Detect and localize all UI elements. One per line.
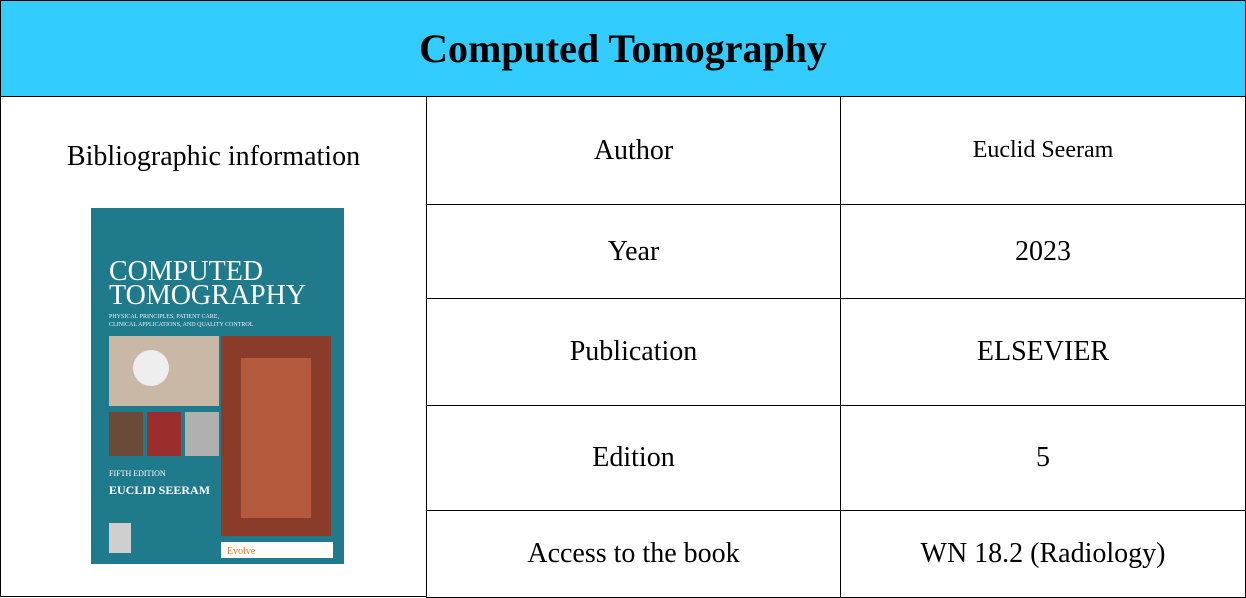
title-banner: Computed Tomography: [0, 0, 1246, 97]
row-label: Publication: [426, 298, 841, 406]
book-cover: COMPUTED TOMOGRAPHY PHYSICAL PRINCIPLES,…: [91, 208, 344, 564]
row-label: Edition: [426, 405, 841, 511]
row-label: Author: [426, 96, 841, 205]
cover-photo: [109, 412, 143, 456]
row-value: 2023: [840, 204, 1246, 299]
publisher-logo: [109, 523, 131, 553]
row-value: ELSEVIER: [840, 298, 1246, 406]
cover-edition: FIFTH EDITION: [109, 469, 166, 478]
cover-anatomy: [241, 358, 311, 518]
row-value: WN 18.2 (Radiology): [840, 510, 1246, 598]
cover-photo: [185, 412, 219, 456]
cover-title: COMPUTED: [109, 256, 263, 287]
cover-photo: [147, 412, 181, 456]
cover-photo: [133, 350, 169, 386]
row-value: Euclid Seeram: [840, 96, 1246, 205]
evolve-text: Evolve: [227, 546, 256, 557]
cover-author: EUCLID SEERAM: [109, 483, 210, 497]
cover-subtitle: CLINICAL APPLICATIONS, AND QUALITY CONTR…: [109, 322, 254, 328]
row-label: Access to the book: [426, 510, 841, 598]
row-value: 5: [840, 405, 1246, 511]
info-label: Bibliographic information: [66, 141, 361, 172]
title: Computed Tomography: [419, 26, 827, 71]
cover-title: TOMOGRAPHY: [109, 280, 306, 311]
evolve-badge: [221, 542, 333, 558]
row-label: Year: [426, 204, 841, 299]
cover-subtitle: PHYSICAL PRINCIPLES, PATIENT CARE,: [109, 314, 219, 320]
info-cell: Bibliographic information COMPUTED TOMOG…: [0, 96, 427, 597]
